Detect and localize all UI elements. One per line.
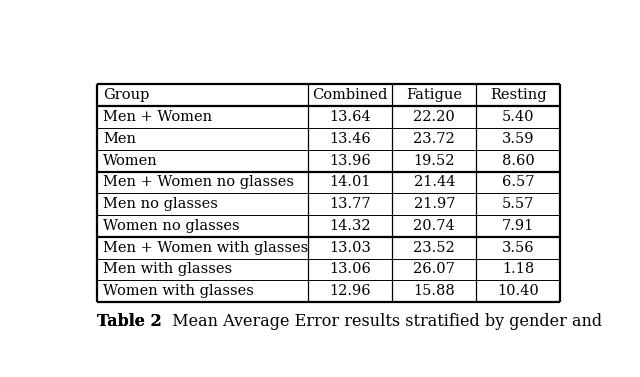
Text: 7.91: 7.91 [502,219,534,233]
Text: 6.57: 6.57 [502,175,534,189]
Text: 26.07: 26.07 [413,262,455,276]
Text: Table 2: Table 2 [97,313,162,330]
Text: 5.57: 5.57 [502,197,534,211]
Text: Table 2: Table 2 [97,313,162,330]
Text: 3.59: 3.59 [502,132,534,146]
Text: 5.40: 5.40 [502,110,534,124]
Text: 23.52: 23.52 [413,241,455,255]
Text: Men + Women: Men + Women [103,110,212,124]
Text: Fatigue: Fatigue [406,88,462,102]
Text: 8.60: 8.60 [502,154,534,168]
Text: Men no glasses: Men no glasses [103,197,218,211]
Text: Women: Women [103,154,158,168]
Text: 13.03: 13.03 [329,241,371,255]
Text: 19.52: 19.52 [413,154,455,168]
Text: Mean Average Error results stratified by gender and: Mean Average Error results stratified by… [162,313,602,330]
Text: 3.56: 3.56 [502,241,534,255]
Text: Men + Women with glasses: Men + Women with glasses [103,241,308,255]
Text: Women no glasses: Women no glasses [103,219,240,233]
Text: Resting: Resting [490,88,547,102]
Text: 22.20: 22.20 [413,110,455,124]
Text: Group: Group [103,88,150,102]
Text: Combined: Combined [312,88,388,102]
Text: Men + Women no glasses: Men + Women no glasses [103,175,294,189]
Text: 13.06: 13.06 [329,262,371,276]
Text: 15.88: 15.88 [413,284,455,298]
Text: 13.96: 13.96 [329,154,371,168]
Text: Women with glasses: Women with glasses [103,284,254,298]
Text: 23.72: 23.72 [413,132,455,146]
Text: 21.44: 21.44 [413,175,455,189]
Text: 10.40: 10.40 [497,284,539,298]
Text: 1.18: 1.18 [502,262,534,276]
Text: Men with glasses: Men with glasses [103,262,232,276]
Text: Men: Men [103,132,136,146]
Text: 13.77: 13.77 [329,197,371,211]
Text: 14.32: 14.32 [329,219,371,233]
Text: 20.74: 20.74 [413,219,455,233]
Text: 14.01: 14.01 [330,175,371,189]
Text: 12.96: 12.96 [329,284,371,298]
Text: 13.64: 13.64 [329,110,371,124]
Text: 21.97: 21.97 [413,197,455,211]
Text: Table 2  Mean Average Error results stratified by gender and: Table 2 Mean Average Error results strat… [97,313,596,330]
Text: 13.46: 13.46 [329,132,371,146]
